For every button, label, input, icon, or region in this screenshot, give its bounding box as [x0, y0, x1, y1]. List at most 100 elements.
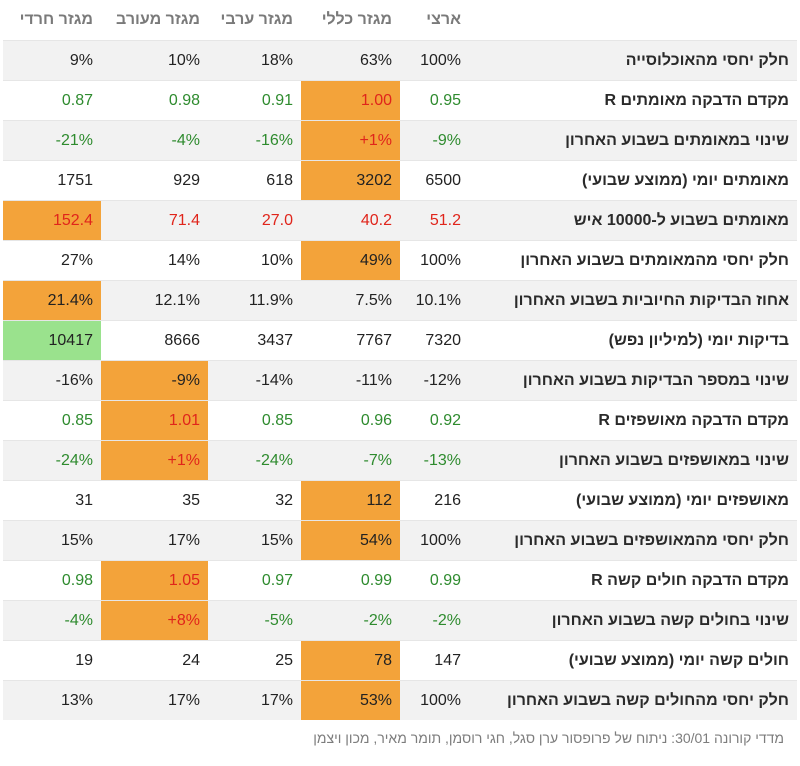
- table-row: 21.4% 12.1% 11.9% 7.5% 10.1% אחוז הבדיקות החי…: [3, 280, 797, 321]
- cell-haredi: 10417: [3, 320, 101, 361]
- table-row: -24% +1% -24% -7% -13% שינוי במאושפזים בשבוע …: [3, 440, 797, 481]
- table-row: 19 24 25 78 147 חולים קשה יומי (ממוצע שבועי): [3, 640, 797, 681]
- cell-haredi: -21%: [3, 120, 101, 161]
- row-label: מקדם הדבקה מאושפזים R: [469, 400, 797, 441]
- table-row: 27% 14% 10% 49% 100% חלק יחסי מהמאומתים בשבוע…: [3, 240, 797, 281]
- cell-general: -2%: [301, 600, 400, 641]
- cell-haredi: -16%: [3, 360, 101, 401]
- cell-general: 53%: [301, 680, 400, 720]
- cell-arab: 32: [208, 480, 301, 521]
- cell-mixed: 35: [101, 480, 208, 521]
- cell-general: 7767: [301, 320, 400, 361]
- cell-mixed: 17%: [101, 520, 208, 561]
- cell-haredi: 15%: [3, 520, 101, 561]
- cell-haredi: 31: [3, 480, 101, 521]
- cell-mixed: 24: [101, 640, 208, 681]
- row-label: שינוי במספר הבדיקות בשבוע האחרון: [469, 360, 797, 401]
- cell-mixed: 12.1%: [101, 280, 208, 321]
- cell-general: 0.99: [301, 560, 400, 601]
- cell-arab: 18%: [208, 40, 301, 81]
- cell-national: -2%: [400, 600, 469, 641]
- cell-arab: 0.91: [208, 80, 301, 121]
- cell-arab: 10%: [208, 240, 301, 281]
- cell-haredi: 1751: [3, 160, 101, 201]
- cell-arab: 15%: [208, 520, 301, 561]
- cell-mixed: 8666: [101, 320, 208, 361]
- cell-mixed: +8%: [101, 600, 208, 641]
- cell-haredi: 152.4: [3, 200, 101, 241]
- cell-national: 7320: [400, 320, 469, 361]
- row-label: מקדם הדבקה מאומתים R: [469, 80, 797, 121]
- cell-national: 100%: [400, 240, 469, 281]
- cell-arab: 17%: [208, 680, 301, 720]
- row-label: שינוי בחולים קשה בשבוע האחרון: [469, 600, 797, 641]
- table-row: 0.87 0.98 0.91 1.00 0.95 מקדם הדבקה מאומתים R: [3, 80, 797, 121]
- row-label: חלק יחסי מהחולים קשה בשבוע האחרון: [469, 680, 797, 720]
- cell-general: 78: [301, 640, 400, 681]
- cell-haredi: 27%: [3, 240, 101, 281]
- cell-arab: 618: [208, 160, 301, 201]
- header-national: ארצי: [426, 11, 461, 28]
- table-row: 31 35 32 112 216 מאושפזים יומי (ממוצע שבועי): [3, 480, 797, 521]
- header-haredi: מגזר חרדי: [19, 11, 93, 28]
- table-row: -4% +8% -5% -2% -2% שינוי בחולים קשה בשבוע הא…: [3, 600, 797, 641]
- table-row: 152.4 71.4 27.0 40.2 51.2 מאומתים בשבוע ל-100…: [3, 200, 797, 241]
- cell-general: 112: [301, 480, 400, 521]
- cell-national: -13%: [400, 440, 469, 481]
- row-label: חלק יחסי מהמאומתים בשבוע האחרון: [469, 240, 797, 281]
- cell-general: 3202: [301, 160, 400, 201]
- cell-national: 100%: [400, 680, 469, 720]
- table-row: -21% -4% -16% +1% -9% שינוי במאומתים בשבוע הא…: [3, 120, 797, 161]
- cell-mixed: 71.4: [101, 200, 208, 241]
- cell-mixed: 14%: [101, 240, 208, 281]
- cell-national: 0.92: [400, 400, 469, 441]
- cell-arab: 3437: [208, 320, 301, 361]
- row-label: מאומתים יומי (ממוצע שבועי): [469, 160, 797, 201]
- table-row: 1751 929 618 3202 6500 מאומתים יומי (ממוצע שב…: [3, 160, 797, 201]
- cell-general: -7%: [301, 440, 400, 481]
- cell-national: 0.95: [400, 80, 469, 121]
- cell-haredi: 21.4%: [3, 280, 101, 321]
- row-label: שינוי במאומתים בשבוע האחרון: [469, 120, 797, 161]
- cell-general: -11%: [301, 360, 400, 401]
- cell-haredi: -24%: [3, 440, 101, 481]
- cell-haredi: 13%: [3, 680, 101, 720]
- table-row: 0.85 1.01 0.85 0.96 0.92 מקדם הדבקה מאושפזים …: [3, 400, 797, 441]
- cell-national: 100%: [400, 520, 469, 561]
- cell-national: 0.99: [400, 560, 469, 601]
- table-row: 10417 8666 3437 7767 7320 בדיקות יומי (למיליו…: [3, 320, 797, 361]
- cell-national: -9%: [400, 120, 469, 161]
- cell-arab: -24%: [208, 440, 301, 481]
- cell-arab: -14%: [208, 360, 301, 401]
- cell-national: 6500: [400, 160, 469, 201]
- row-label: שינוי במאושפזים בשבוע האחרון: [469, 440, 797, 481]
- cell-arab: 0.97: [208, 560, 301, 601]
- cell-haredi: 19: [3, 640, 101, 681]
- table-row: 0.98 1.05 0.97 0.99 0.99 מקדם הדבקה חולים קשה…: [3, 560, 797, 601]
- cell-mixed: 0.98: [101, 80, 208, 121]
- header-label: [469, 0, 797, 41]
- header-mixed: מגזר מעורב: [116, 11, 200, 28]
- cell-haredi: 0.85: [3, 400, 101, 441]
- header-general: מגזר כללי: [321, 11, 392, 28]
- cell-general: 0.96: [301, 400, 400, 441]
- cell-general: 1.00: [301, 80, 400, 121]
- cell-national: -12%: [400, 360, 469, 401]
- cell-haredi: 0.98: [3, 560, 101, 601]
- covid-metrics-table: מגזר חרדי מגזר מעורב מגזר ערבי מגזר כללי…: [3, 0, 797, 720]
- cell-haredi: -4%: [3, 600, 101, 641]
- header-row: מגזר חרדי מגזר מעורב מגזר ערבי מגזר כללי…: [3, 0, 797, 41]
- row-label: חלק יחסי מהאוכלוסייה: [469, 40, 797, 81]
- cell-haredi: 9%: [3, 40, 101, 81]
- cell-mixed: 929: [101, 160, 208, 201]
- cell-general: +1%: [301, 120, 400, 161]
- cell-mixed: 17%: [101, 680, 208, 720]
- cell-mixed: -4%: [101, 120, 208, 161]
- row-label: מקדם הדבקה חולים קשה R: [469, 560, 797, 601]
- cell-mixed: 1.05: [101, 560, 208, 601]
- table-row: 13% 17% 17% 53% 100% חלק יחסי מהחולים קשה בשב…: [3, 680, 797, 720]
- row-label: חלק יחסי מהמאושפזים בשבוע האחרון: [469, 520, 797, 561]
- cell-general: 54%: [301, 520, 400, 561]
- cell-arab: -16%: [208, 120, 301, 161]
